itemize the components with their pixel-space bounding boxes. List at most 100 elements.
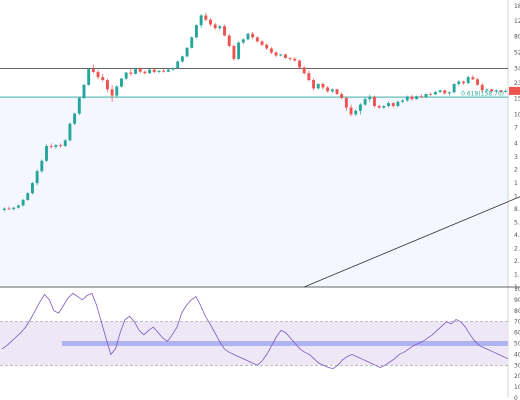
candle: [410, 94, 414, 101]
candle-body: [382, 106, 386, 108]
rsi-midline-highlight: [62, 341, 508, 346]
candle: [391, 102, 395, 108]
candle-body: [21, 199, 25, 206]
candle-body: [302, 67, 306, 74]
candle-body: [260, 41, 264, 45]
candle-body: [73, 113, 77, 124]
candle: [91, 64, 95, 74]
candle-body: [377, 106, 381, 108]
rsi-axis: 0 10 20 30 40 50 60 70 80 90 10: [514, 286, 520, 400]
candle: [237, 41, 241, 60]
candle-body: [237, 42, 241, 59]
candle-body: [157, 70, 161, 72]
rsi-tick-label: 50: [514, 341, 520, 348]
candle: [382, 105, 386, 110]
price-tick-label: 4: [514, 140, 518, 147]
candle: [190, 36, 194, 49]
price-tick-label: 23: [514, 80, 520, 87]
candle-body: [185, 47, 189, 57]
candle-body: [471, 77, 475, 80]
candle: [54, 144, 58, 149]
candle-body: [433, 91, 437, 95]
candle: [68, 122, 72, 142]
candle-body: [227, 35, 231, 46]
candle-body: [415, 96, 419, 100]
candle: [227, 34, 231, 48]
candle-body: [7, 208, 11, 210]
candle: [185, 47, 189, 58]
candle-body: [494, 90, 498, 92]
candle: [204, 12, 208, 22]
candle-body: [12, 207, 16, 210]
rsi-tick-label: 10: [514, 286, 520, 293]
price-tick-label: 4.: [514, 232, 520, 239]
candle: [31, 181, 34, 195]
candle-body: [307, 73, 311, 81]
candle-body: [63, 140, 67, 147]
candle: [373, 95, 376, 108]
candle: [471, 75, 475, 81]
candle: [265, 43, 269, 50]
price-tick-label: 1.: [514, 271, 520, 278]
candle-body: [330, 89, 334, 92]
candle-body: [134, 68, 137, 74]
price-tick-label: 2: [514, 166, 518, 173]
candle: [429, 92, 433, 96]
rsi-tick-label: 40: [514, 351, 520, 358]
candle-body: [265, 44, 269, 49]
candles: [2, 12, 508, 212]
candle: [223, 24, 226, 37]
candle-body: [40, 160, 44, 172]
rsi-tick-label: 20: [514, 373, 520, 380]
candle: [35, 169, 39, 186]
current-price-tag: [509, 86, 520, 95]
candle-body: [45, 146, 48, 161]
candle: [110, 84, 114, 102]
candle: [452, 83, 456, 94]
candle-body: [480, 84, 484, 91]
rsi-tick-label: 60: [514, 330, 520, 337]
candle: [105, 78, 109, 93]
candle-body: [138, 68, 142, 72]
candle-body: [120, 78, 123, 87]
candle: [284, 53, 287, 59]
candle: [134, 67, 137, 75]
candle-body: [298, 60, 301, 68]
candle-body: [419, 96, 423, 98]
candle: [251, 32, 255, 39]
candle: [274, 51, 278, 58]
candle: [40, 159, 44, 173]
candle: [443, 89, 447, 95]
candle-body: [443, 90, 447, 94]
candle: [340, 92, 344, 100]
candle-body: [82, 84, 86, 98]
candle: [424, 93, 428, 98]
price-tick-label: 52: [514, 50, 520, 57]
candle-body: [162, 70, 166, 72]
candle-body: [326, 87, 330, 92]
candle: [349, 104, 353, 117]
candle: [26, 192, 30, 201]
rsi-tick-label: 70: [514, 319, 520, 326]
candle: [241, 38, 245, 45]
candle: [232, 44, 236, 61]
candle-body: [54, 145, 58, 147]
candle-body: [255, 37, 259, 42]
candle-body: [152, 69, 156, 72]
candle-body: [16, 205, 20, 208]
price-tick-label: 18: [514, 3, 520, 10]
trendline[interactable]: [304, 163, 520, 288]
price-tick-label: 12: [514, 18, 520, 25]
candle-body: [335, 89, 339, 95]
candle-body: [476, 79, 479, 85]
candle: [255, 36, 259, 43]
candle-body: [490, 89, 494, 92]
rsi-tick-label: 0: [514, 395, 518, 400]
price-tick-label: 80: [514, 33, 520, 40]
candle-body: [363, 99, 367, 105]
candle-body: [218, 26, 222, 29]
price-tick-label: 1.: [514, 284, 520, 291]
rsi-tick-label: 90: [514, 297, 520, 304]
candle-body: [124, 72, 128, 79]
candle: [2, 207, 6, 212]
